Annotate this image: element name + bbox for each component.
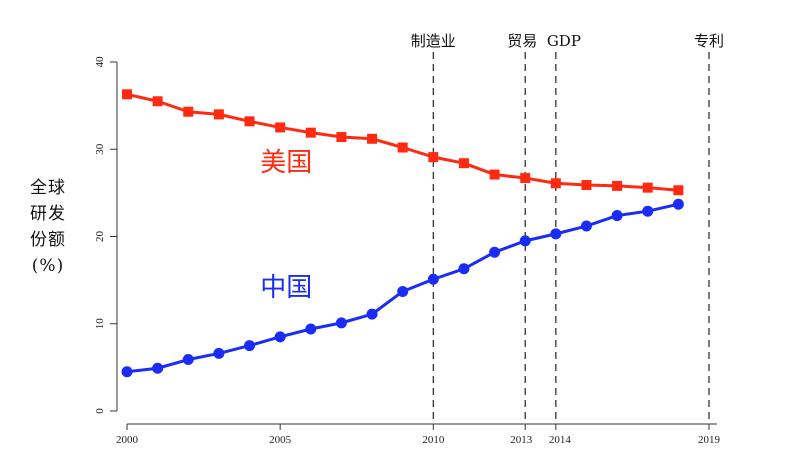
data-point-square xyxy=(550,178,561,189)
x-tick-label: 2019 xyxy=(698,434,721,446)
series-name-label: 中国 xyxy=(260,273,312,303)
data-point-circle xyxy=(305,323,317,335)
data-point-square xyxy=(152,96,163,107)
x-tick-label: 2005 xyxy=(269,434,292,446)
data-point-square xyxy=(397,142,408,153)
x-tick-label: 2013 xyxy=(510,434,533,446)
data-point-square xyxy=(336,132,347,143)
event-label: 专利 xyxy=(694,32,724,50)
data-point-circle xyxy=(550,228,562,240)
event-label: 制造业 xyxy=(411,32,456,50)
data-point-circle xyxy=(366,308,378,320)
data-point-square xyxy=(612,180,623,191)
data-point-circle xyxy=(580,220,592,232)
data-point-square xyxy=(122,89,132,100)
data-point-circle xyxy=(244,340,256,352)
data-point-square xyxy=(183,106,194,117)
data-point-circle xyxy=(397,285,409,297)
y-tick-label: 10 xyxy=(94,318,106,330)
x-tick-label: 2010 xyxy=(422,434,445,446)
data-point-square xyxy=(458,158,469,169)
data-point-circle xyxy=(611,210,623,222)
y-tick-label: 20 xyxy=(94,231,106,243)
series-line xyxy=(126,92,679,192)
y-axis-label-line: 全球 xyxy=(30,178,66,198)
data-point-circle xyxy=(672,198,684,210)
data-point-circle xyxy=(182,354,194,366)
y-axis-label-line: (%) xyxy=(31,256,65,276)
x-tick-label: 2000 xyxy=(116,434,139,446)
data-point-square xyxy=(520,173,531,184)
y-tick-label: 0 xyxy=(94,408,106,414)
data-point-square xyxy=(275,122,286,133)
data-point-square xyxy=(305,127,316,138)
y-tick-label: 40 xyxy=(94,56,106,68)
data-point-square xyxy=(489,169,500,180)
event-label: GDP xyxy=(547,32,581,50)
data-point-square xyxy=(642,182,653,193)
data-point-square xyxy=(673,185,684,196)
data-point-circle xyxy=(335,317,347,329)
data-point-square xyxy=(428,152,439,163)
event-label: 贸易 xyxy=(507,32,537,50)
y-axis-label-line: 份额 xyxy=(30,230,66,250)
data-point-square xyxy=(244,116,255,127)
data-point-circle xyxy=(274,331,286,343)
axes: 0 10 20 30 40 2000 2005 2010 2013 2014 2019 xyxy=(94,56,721,446)
event-markers: 制造业 贸易 GDP 专利 xyxy=(411,32,724,424)
data-point-circle xyxy=(213,347,225,359)
series-name-label: 美国 xyxy=(260,148,312,178)
data-point-circle xyxy=(489,246,501,258)
series-group xyxy=(121,89,684,378)
data-point-circle xyxy=(519,235,531,247)
data-point-circle xyxy=(152,362,164,374)
data-point-square xyxy=(581,180,592,191)
y-tick-label: 30 xyxy=(94,143,106,155)
data-point-circle xyxy=(458,263,470,275)
x-tick-label: 2014 xyxy=(549,434,572,446)
data-point-circle xyxy=(642,205,654,217)
data-point-square xyxy=(367,133,378,144)
data-point-circle xyxy=(427,273,439,285)
y-axis-label: 全球 研发 份额 (%) xyxy=(22,175,74,279)
data-point-circle xyxy=(121,366,133,378)
data-point-square xyxy=(213,109,224,120)
y-axis-label-line: 研发 xyxy=(30,204,66,224)
